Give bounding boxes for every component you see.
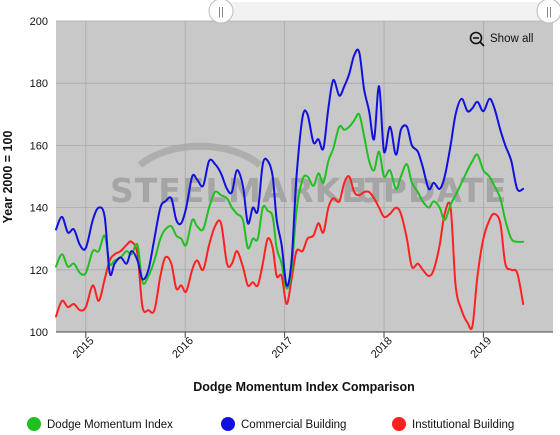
series-line-commercial-building[interactable] — [55, 48, 525, 287]
x-tick-label: 2019 — [468, 335, 494, 361]
legend: Dodge Momentum Index Commercial Building… — [27, 417, 514, 431]
navigator-left-handle-grip: || — [218, 6, 224, 18]
show-all-label[interactable]: Show all — [490, 33, 533, 45]
y-tick-labels: 100 120 140 160 180 200 — [30, 16, 48, 339]
legend-item-institutional-building[interactable]: Institutional Building — [392, 417, 514, 431]
x-tick-labels: 2015 2016 2017 2018 2019 — [71, 335, 494, 361]
x-tick-label: 2017 — [270, 335, 296, 361]
legend-item-commercial-building[interactable]: Commercial Building — [221, 417, 346, 431]
y-tick-label: 140 — [30, 203, 48, 215]
x-tick-label: 2015 — [71, 335, 97, 361]
navigator-right-handle[interactable]: || — [536, 0, 560, 24]
series-lines — [55, 48, 525, 330]
y-tick-label: 160 — [30, 140, 48, 152]
y-tick-label: 200 — [30, 16, 48, 28]
navigator-left-handle[interactable]: || — [208, 0, 234, 24]
navigator-right-handle-grip: || — [546, 6, 552, 18]
y-axis-title: Year 2000 = 100 — [1, 131, 15, 224]
legend-swatch-green — [27, 417, 41, 431]
watermark-word-steel: STEEL — [110, 171, 227, 210]
x-axis-title: Dodge Momentum Index Comparison — [193, 380, 415, 394]
watermark: STEEL MARKET UPDATE — [110, 142, 506, 210]
y-tick-label: 100 — [30, 327, 48, 339]
zoom-out-icon — [469, 31, 483, 45]
legend-label-institutional-building: Institutional Building — [412, 419, 514, 431]
legend-label-dodge-momentum-index: Dodge Momentum Index — [47, 419, 173, 431]
y-tick-label: 180 — [30, 78, 48, 90]
legend-item-dodge-momentum-index[interactable]: Dodge Momentum Index — [27, 417, 173, 431]
show-all-button[interactable]: Show all — [469, 31, 534, 47]
legend-swatch-blue — [221, 417, 235, 431]
watermark-swoosh — [137, 142, 263, 168]
legend-label-commercial-building: Commercial Building — [241, 419, 346, 431]
x-tick-label: 2018 — [369, 335, 395, 361]
y-tick-label: 120 — [30, 265, 48, 277]
navigator-selection[interactable] — [215, 2, 551, 20]
legend-swatch-red — [392, 417, 406, 431]
navigator[interactable]: || || — [208, 0, 560, 24]
x-tick-label: 2016 — [170, 335, 196, 361]
